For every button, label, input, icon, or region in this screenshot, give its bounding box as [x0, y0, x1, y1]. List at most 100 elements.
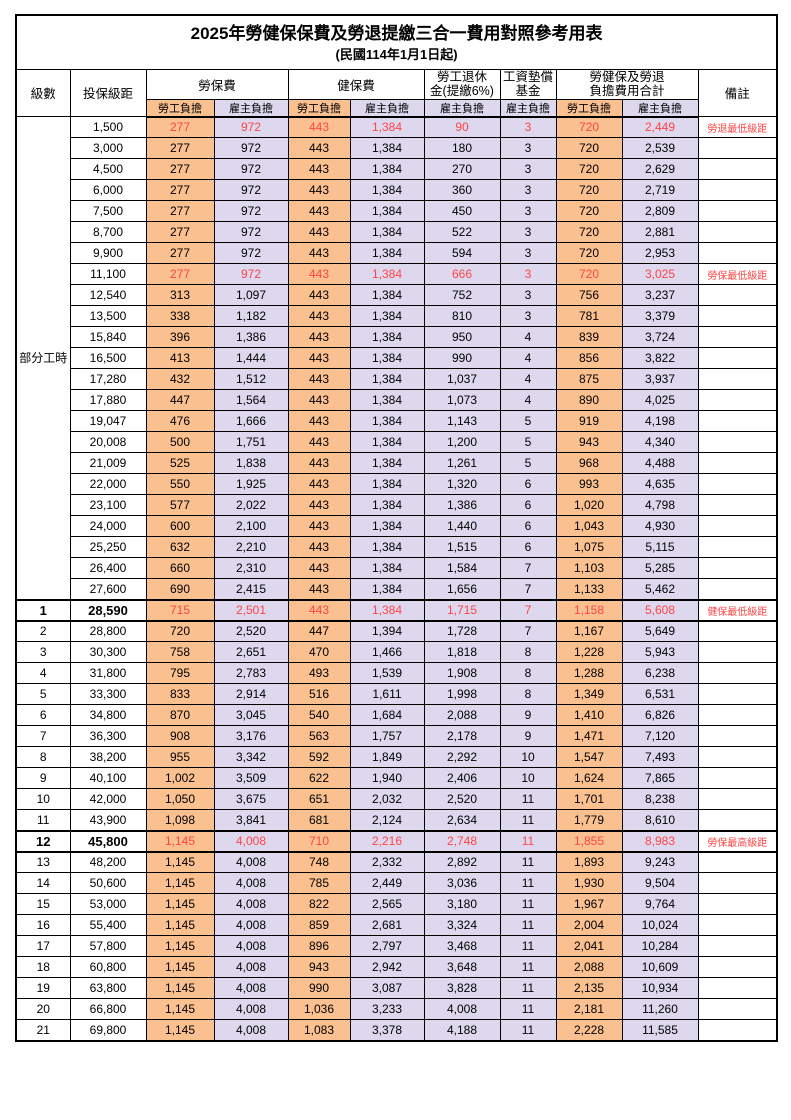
health-employee-cell: 470 — [287, 641, 351, 663]
labor-employee-cell: 1,145 — [145, 829, 215, 853]
level-cell: 3 — [15, 641, 71, 663]
labor-employer-cell: 4,008 — [213, 977, 289, 999]
total-employer-cell: 2,881 — [621, 221, 699, 243]
total-employer-cell: 3,937 — [621, 368, 699, 390]
total-employer-cell: 5,943 — [621, 641, 699, 663]
table-row: 23,100 577 2,022 443 1,384 1,386 6 1,020 4,798 — [16, 494, 778, 516]
pension-cell: 1,440 — [423, 515, 501, 537]
health-employee-cell: 443 — [287, 221, 351, 243]
health-employer-cell: 1,384 — [349, 200, 425, 222]
total-employer-cell: 4,635 — [621, 473, 699, 495]
wage-fund-cell: 3 — [499, 116, 557, 138]
total-employee-cell: 1,624 — [555, 767, 623, 789]
pension-cell: 1,515 — [423, 536, 501, 558]
health-employer-cell: 1,384 — [349, 284, 425, 306]
level-cell: 11 — [15, 809, 71, 831]
health-employer-cell: 1,384 — [349, 137, 425, 159]
pension-cell: 1,200 — [423, 431, 501, 453]
labor-employee-cell: 955 — [145, 746, 215, 768]
level-cell: 18 — [15, 956, 71, 978]
health-employer-cell: 1,384 — [349, 221, 425, 243]
total-employer-cell: 8,610 — [621, 809, 699, 831]
health-employer-cell: 1,611 — [349, 683, 425, 705]
table-row: 部分工時 1,500 277 972 443 1,384 90 3 720 2,449 勞退最低級距 — [15, 116, 778, 600]
page-title: 2025年勞健保保費及勞退提繳三合一費用對照參考用表 — [190, 24, 603, 44]
health-employee-cell: 443 — [287, 179, 351, 201]
health-employee-cell: 710 — [287, 829, 351, 853]
table-row: 17 57,800 1,145 4,008 896 2,797 3,468 11 2,041 10… — [15, 935, 778, 957]
total-employee-cell: 781 — [555, 305, 623, 327]
table-row: 22,000 550 1,925 443 1,384 1,320 6 993 4,635 — [16, 473, 778, 495]
labor-employer-cell: 1,097 — [213, 284, 289, 306]
table-row: 3 30,300 758 2,651 470 1,466 1,818 8 1,228 5,943 — [15, 641, 778, 663]
remark-cell — [697, 473, 778, 495]
bracket-cell: 8,700 — [69, 221, 147, 243]
remark-cell: 勞退最低級距 — [697, 116, 778, 138]
table-row: 12 45,800 1,145 4,008 710 2,216 2,748 11 1,855 8,… — [15, 829, 778, 853]
subheader-pension-employer: 雇主負擔 — [423, 98, 501, 118]
bracket-cell: 25,250 — [69, 536, 147, 558]
remark-cell — [697, 620, 778, 642]
health-employer-cell: 1,384 — [349, 431, 425, 453]
table-row: 18 60,800 1,145 4,008 943 2,942 3,648 11 2,088 10… — [15, 956, 778, 978]
total-employee-cell: 968 — [555, 452, 623, 474]
labor-employee-cell: 833 — [145, 683, 215, 705]
total-employee-cell: 1,349 — [555, 683, 623, 705]
health-employer-cell: 1,384 — [349, 452, 425, 474]
labor-employee-cell: 476 — [145, 410, 215, 432]
level-cell: 21 — [15, 1019, 71, 1041]
level-cell: 部分工時 — [15, 116, 71, 600]
table-row: 1 28,590 715 2,501 443 1,384 1,715 7 1,158 5,608 健… — [15, 598, 778, 622]
total-employee-cell: 1,855 — [555, 829, 623, 853]
wage-fund-cell: 6 — [499, 515, 557, 537]
wage-fund-cell: 3 — [499, 305, 557, 327]
remark-cell — [697, 410, 778, 432]
pension-cell: 2,088 — [423, 704, 501, 726]
table-row: 13 48,200 1,145 4,008 748 2,332 2,892 11 1,893 9,… — [15, 851, 778, 873]
total-employer-cell: 2,539 — [621, 137, 699, 159]
health-employer-cell: 1,394 — [349, 620, 425, 642]
labor-employee-cell: 1,145 — [145, 1019, 215, 1041]
labor-employer-cell: 2,022 — [213, 494, 289, 516]
remark-cell — [697, 788, 778, 810]
total-employer-cell: 4,025 — [621, 389, 699, 411]
wage-fund-cell: 7 — [499, 598, 557, 622]
total-employer-cell: 4,930 — [621, 515, 699, 537]
wage-fund-cell: 5 — [499, 431, 557, 453]
labor-employee-cell: 715 — [145, 598, 215, 622]
total-employer-cell: 11,585 — [621, 1019, 699, 1041]
total-employee-cell: 1,103 — [555, 557, 623, 579]
health-employee-cell: 443 — [287, 431, 351, 453]
col-header-health-insurance: 健保費 — [287, 68, 425, 100]
labor-employee-cell: 758 — [145, 641, 215, 663]
labor-employer-cell: 1,564 — [213, 389, 289, 411]
wage-fund-cell: 11 — [499, 809, 557, 831]
health-employee-cell: 1,036 — [287, 998, 351, 1020]
level-cell: 20 — [15, 998, 71, 1020]
remark-cell — [697, 578, 778, 600]
remark-cell — [697, 809, 778, 831]
total-employer-cell: 10,934 — [621, 977, 699, 999]
table-row: 9 40,100 1,002 3,509 622 1,940 2,406 10 1,624 7,8… — [15, 767, 778, 789]
col-header-bracket: 投保級距 — [69, 68, 147, 117]
bracket-cell: 6,000 — [69, 179, 147, 201]
subheader-health-employer: 雇主負擔 — [349, 98, 425, 118]
remark-cell — [697, 662, 778, 684]
labor-employee-cell: 525 — [145, 452, 215, 474]
remark-cell — [697, 452, 778, 474]
health-employee-cell: 859 — [287, 914, 351, 936]
health-employee-cell: 443 — [287, 263, 351, 285]
remark-cell — [697, 494, 778, 516]
col-header-pension: 勞工退休 金(提繳6%) — [423, 68, 501, 100]
health-employee-cell: 540 — [287, 704, 351, 726]
health-employer-cell: 3,378 — [349, 1019, 425, 1041]
pension-cell: 90 — [423, 116, 501, 138]
health-employer-cell: 2,216 — [349, 829, 425, 853]
pension-cell: 4,188 — [423, 1019, 501, 1041]
bracket-cell: 57,800 — [69, 935, 147, 957]
health-employee-cell: 443 — [287, 494, 351, 516]
bracket-cell: 40,100 — [69, 767, 147, 789]
pension-cell: 1,584 — [423, 557, 501, 579]
health-employee-cell: 447 — [287, 620, 351, 642]
remark-cell: 勞保最低級距 — [697, 263, 778, 285]
